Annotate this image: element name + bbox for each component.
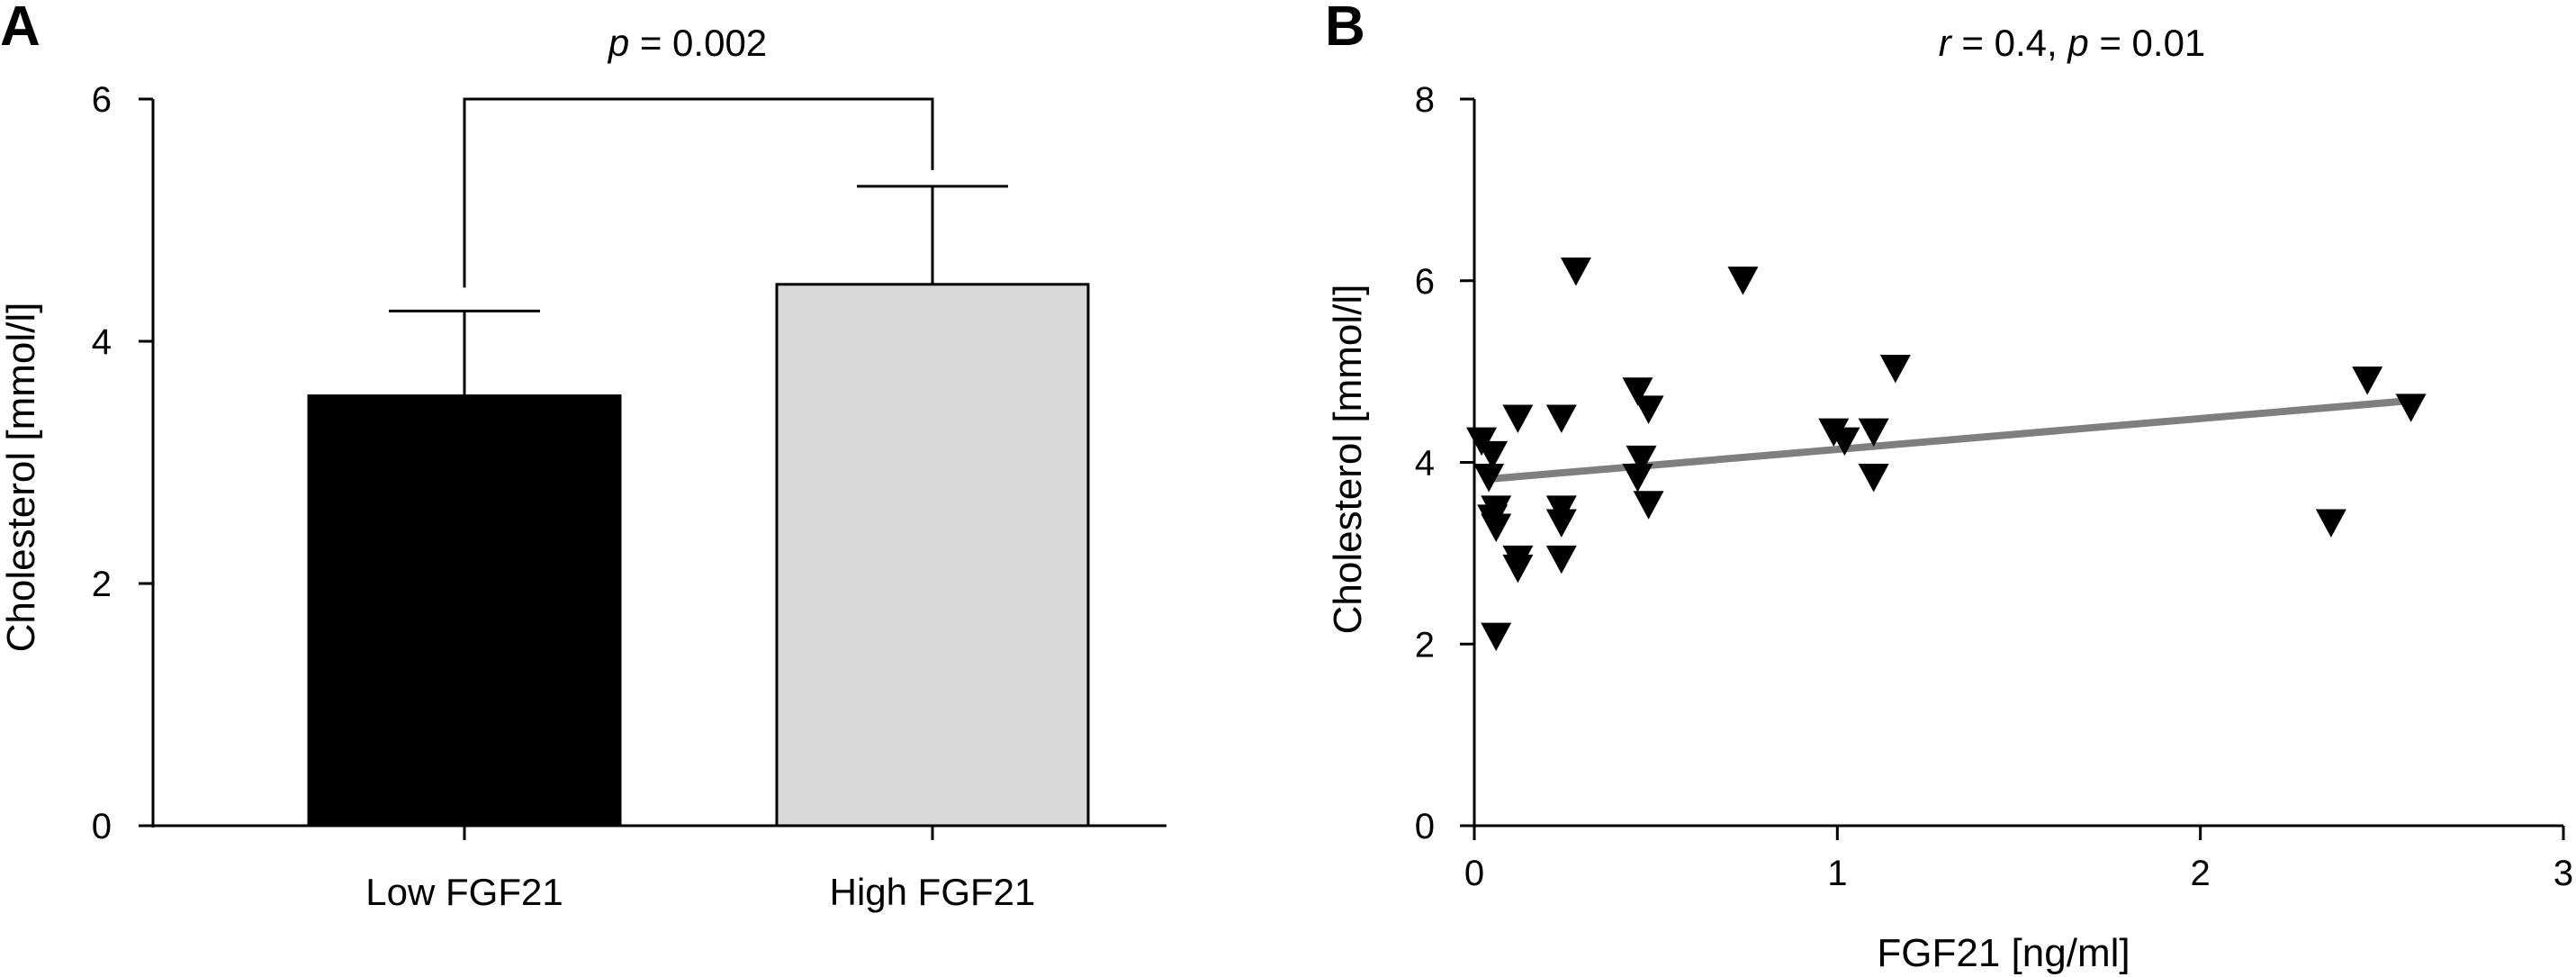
x-axis-title-b: FGF21 [ng/ml] — [1877, 931, 2130, 975]
panel-a-bar-chart: A p = 0.002 Cholesterol [mmol/l] 0 2 4 6 Lo… — [0, 0, 1166, 913]
r-value-text: = 0.4, — [1951, 22, 2068, 64]
p-value-annotation-a: p = 0.002 — [607, 22, 767, 64]
y-tick-label-b-0: 0 — [1415, 807, 1435, 846]
data-point-27 — [2352, 366, 2383, 395]
bar-0 — [307, 394, 622, 828]
y-tick-label-a-1: 2 — [92, 565, 112, 604]
data-point-22 — [1829, 427, 1860, 457]
data-point-5 — [1481, 513, 1512, 542]
r-symbol: r — [1939, 22, 1953, 64]
data-point-1 — [1477, 440, 1509, 470]
data-point-13 — [1545, 545, 1577, 574]
category-label-0: Low FGF21 — [365, 871, 563, 913]
data-point-7 — [1502, 404, 1534, 433]
y-ticks-a: 0 2 4 6 — [92, 80, 153, 846]
x-ticks-b: 0 1 2 3 — [1464, 826, 2573, 893]
data-point-2 — [1473, 464, 1505, 493]
significance-bracket-line — [463, 97, 934, 288]
y-tick-label-b-3: 6 — [1415, 262, 1435, 302]
data-point-26 — [2315, 509, 2346, 538]
category-label-1: High FGF21 — [830, 871, 1036, 913]
data-point-18 — [1622, 464, 1653, 493]
data-point-12 — [1545, 509, 1577, 538]
data-point-6 — [1481, 622, 1512, 652]
y-tick-label-b-1: 2 — [1415, 625, 1435, 665]
data-point-14 — [1560, 258, 1591, 286]
data-point-19 — [1633, 491, 1664, 520]
data-point-20 — [1727, 267, 1759, 295]
data-point-24 — [1858, 464, 1889, 493]
scatter-points — [1466, 258, 2427, 652]
p-symbol: p — [2066, 22, 2088, 64]
data-point-9 — [1502, 554, 1534, 583]
y-tick-label-a-0: 0 — [92, 807, 112, 846]
data-point-23 — [1858, 418, 1889, 448]
data-point-25 — [1879, 354, 1911, 384]
x-tick-label-b-2: 2 — [2191, 854, 2211, 893]
x-ticks-a: Low FGF21 High FGF21 — [365, 826, 1035, 913]
y-axis-title-a: Cholesterol [mmol/l] — [0, 303, 43, 653]
y-axis-title-b: Cholesterol [mmol/l] — [1326, 285, 1370, 635]
panel-label-b: B — [1325, 0, 1365, 58]
correlation-annotation-b: r = 0.4, p = 0.01 — [1939, 22, 2206, 64]
data-point-17 — [1626, 445, 1657, 475]
p-value-text: = 0.002 — [629, 22, 767, 64]
error-bars — [389, 185, 1008, 396]
x-tick-label-b-3: 3 — [2553, 854, 2573, 893]
p-value-text: = 0.01 — [2089, 22, 2206, 64]
panel-label-a: A — [0, 0, 41, 58]
y-tick-label-b-4: 8 — [1415, 80, 1435, 120]
significance-bracket — [463, 97, 934, 288]
data-point-10 — [1545, 404, 1577, 433]
bar-1 — [775, 283, 1090, 828]
bars — [307, 283, 1090, 828]
panel-b-scatter-chart: B r = 0.4, p = 0.01 Cholesterol [mmol/l]… — [1325, 0, 2573, 975]
data-point-15 — [1622, 377, 1653, 406]
y-tick-label-b-2: 4 — [1415, 444, 1435, 484]
p-symbol: p — [607, 22, 629, 64]
y-tick-label-a-3: 6 — [92, 80, 112, 120]
x-tick-label-b-1: 1 — [1827, 854, 1847, 893]
x-tick-label-b-0: 0 — [1464, 854, 1484, 893]
y-tick-label-a-2: 4 — [92, 322, 112, 362]
data-point-16 — [1633, 395, 1664, 424]
data-point-28 — [2395, 394, 2427, 422]
y-ticks-b: 0 2 4 6 8 — [1415, 80, 1474, 846]
